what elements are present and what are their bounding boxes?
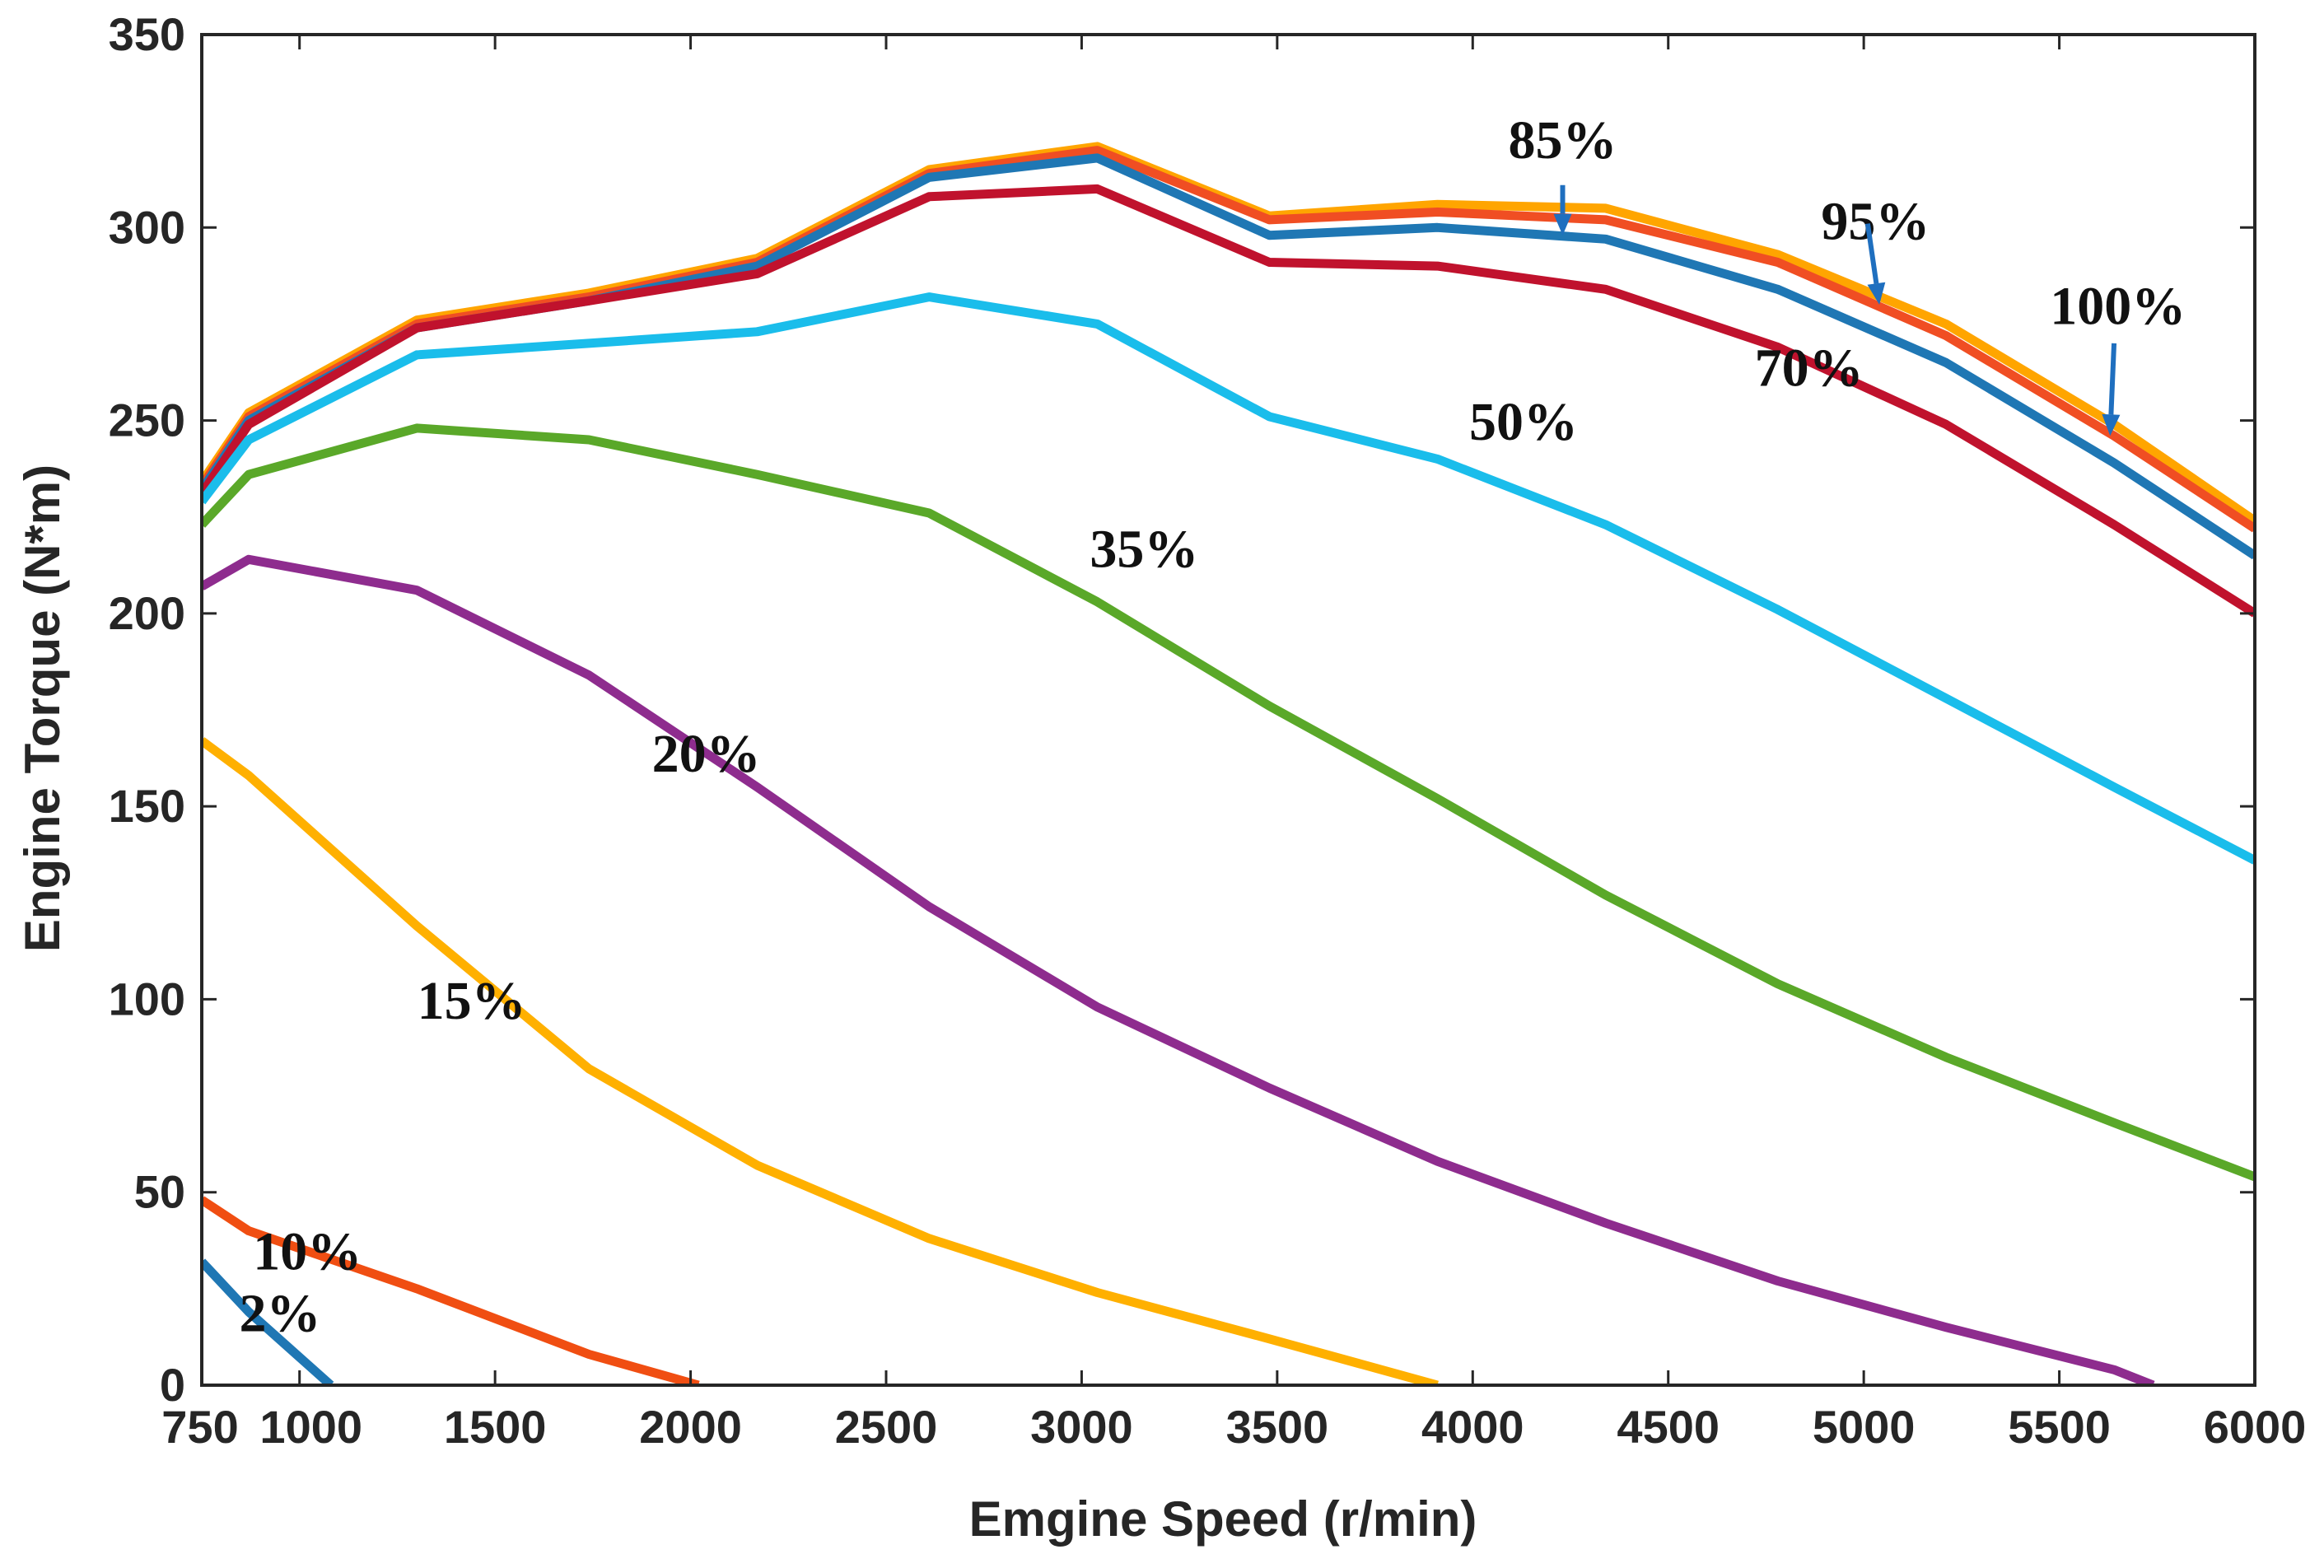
y-tick-label: 300 bbox=[109, 201, 185, 253]
y-tick-label: 250 bbox=[109, 394, 185, 446]
x-tick-label: 4500 bbox=[1617, 1401, 1720, 1453]
series-line-70pct bbox=[202, 184, 2255, 618]
x-tick-label: 3000 bbox=[1030, 1401, 1133, 1453]
x-tick-label: 750 bbox=[161, 1401, 238, 1453]
x-tick-label: 1000 bbox=[259, 1401, 362, 1453]
y-tick-label: 100 bbox=[109, 973, 185, 1024]
y-tick-label: 150 bbox=[109, 780, 185, 832]
x-tick-label: 1500 bbox=[444, 1401, 547, 1453]
annotation-50pct: 50% bbox=[1469, 392, 1578, 452]
plot-frame bbox=[200, 33, 2256, 1387]
y-tick-label: 0 bbox=[160, 1359, 185, 1411]
annotation-85pct: 85% bbox=[1509, 110, 1617, 170]
series-line-15pct bbox=[202, 737, 1439, 1385]
x-tick-label: 2500 bbox=[835, 1401, 938, 1453]
series-line-20pct bbox=[202, 554, 2155, 1385]
annotation-arrow-head bbox=[2102, 413, 2121, 436]
annotation-arrow-head bbox=[1553, 213, 1572, 236]
y-tick-label: 350 bbox=[109, 8, 185, 60]
x-tick-label: 3500 bbox=[1226, 1401, 1329, 1453]
series-line-35pct bbox=[202, 423, 2255, 1182]
annotation-2pct: 2% bbox=[239, 1283, 320, 1343]
x-axis-title: Emgine Speed (r/min) bbox=[969, 1491, 1477, 1547]
annotation-20pct: 20% bbox=[652, 724, 761, 784]
series-line-10pct bbox=[202, 1196, 700, 1385]
y-tick-label: 200 bbox=[109, 587, 185, 639]
series-layer bbox=[202, 142, 2255, 1385]
annotation-arrow-shaft bbox=[1864, 223, 1879, 284]
x-tick-label: 6000 bbox=[2204, 1401, 2307, 1453]
axis-layer: 750 1000 1500 2000 2500 3000 3500 4000 4500 5000 5… bbox=[109, 8, 2307, 1453]
annotation-100pct: 100% bbox=[2050, 276, 2186, 336]
x-tick-label: 5500 bbox=[2008, 1401, 2111, 1453]
x-tick-label: 5000 bbox=[1813, 1401, 1916, 1453]
y-axis-title: Engine Torque (N*m) bbox=[15, 464, 70, 952]
series-line-50pct bbox=[202, 292, 2255, 865]
annotation-10pct: 10% bbox=[253, 1221, 362, 1281]
series-group bbox=[202, 142, 2255, 1385]
x-tick-label: 4000 bbox=[1421, 1401, 1524, 1453]
annotation-35pct: 35% bbox=[1090, 520, 1198, 580]
annotation-95pct: 95% bbox=[1821, 191, 1930, 251]
x-tick-label: 2000 bbox=[639, 1401, 742, 1453]
series-line-2pct bbox=[202, 1258, 334, 1385]
annotation-layer: 85% 95% 100% 70% 50% 35% 20% 15% 10%2% bbox=[239, 110, 2186, 1343]
annotation-70pct: 70% bbox=[1755, 338, 1864, 398]
annotation-15pct: 15% bbox=[418, 971, 526, 1031]
annotation-arrow-shaft bbox=[2108, 343, 2117, 415]
annotation-arrow-head bbox=[1867, 282, 1886, 305]
y-tick-label: 50 bbox=[134, 1166, 185, 1218]
